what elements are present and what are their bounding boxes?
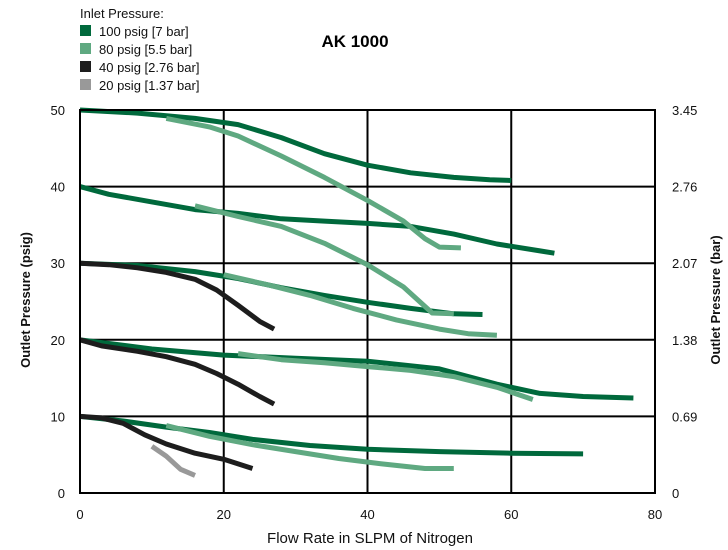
series-line <box>165 423 454 471</box>
y-axis-label: Outlet Pressure (psig) <box>18 232 33 368</box>
legend-entry: 100 psig [7 bar] <box>99 24 189 39</box>
x-tick-label: 20 <box>217 507 231 522</box>
data-curves <box>79 107 634 478</box>
legend-swatch <box>80 43 91 54</box>
y-tick-label: 20 <box>51 333 65 348</box>
y-tick-label: 50 <box>51 103 65 118</box>
x-tick-label: 80 <box>648 507 662 522</box>
series-line <box>237 351 534 402</box>
y-tick-label: 30 <box>51 256 65 271</box>
series-line <box>79 184 555 256</box>
series-line <box>79 337 634 401</box>
y-tick-label: 0 <box>58 486 65 501</box>
series-line <box>79 107 512 183</box>
x-tick-label: 60 <box>504 507 518 522</box>
legend-swatch <box>80 79 91 90</box>
series-1 <box>79 107 634 457</box>
series-line <box>79 337 276 407</box>
y-tick-label: 10 <box>51 409 65 424</box>
x-tick-label: 40 <box>360 507 374 522</box>
legend-swatch <box>80 25 91 36</box>
y2-tick-label: 0 <box>672 486 679 501</box>
series-line <box>165 115 461 251</box>
y2-axis-label: Outlet Pressure (bar) <box>708 235 723 364</box>
series-line <box>223 272 498 338</box>
legend-entry: 80 psig [5.5 bar] <box>99 42 192 57</box>
plot-border <box>79 109 656 494</box>
chart-title: AK 1000 <box>321 32 388 51</box>
legend-entry: 40 psig [2.76 bar] <box>99 60 199 75</box>
y2-tick-label: 0.69 <box>672 409 697 424</box>
x-axis-label: Flow Rate in SLPM of Nitrogen <box>267 530 473 547</box>
y2-tick-label: 2.76 <box>672 180 697 195</box>
legend-swatch <box>80 61 91 72</box>
series-3 <box>79 260 276 471</box>
y2-tick-label: 2.07 <box>672 256 697 271</box>
tick-labels: 0 20 40 60 80 0 10 20 30 40 50 0 0.69 1.38 2.07 2.76 3.4… <box>51 103 698 522</box>
series-line <box>150 444 196 478</box>
series-line <box>79 413 254 471</box>
plot-frame <box>79 109 656 494</box>
series-2 <box>165 115 534 471</box>
series-line <box>79 413 584 457</box>
legend-title: Inlet Pressure: <box>80 6 164 21</box>
series-4 <box>150 444 196 478</box>
series-line <box>194 203 454 317</box>
y2-tick-label: 1.38 <box>672 333 697 348</box>
x-tick-label: 0 <box>76 507 83 522</box>
legend-entry: 20 psig [1.37 bar] <box>99 78 199 93</box>
y-tick-label: 40 <box>51 180 65 195</box>
legend: Inlet Pressure: 100 psig [7 bar] 80 psig … <box>80 6 199 93</box>
series-line <box>79 260 276 332</box>
y2-tick-label: 3.45 <box>672 103 697 118</box>
